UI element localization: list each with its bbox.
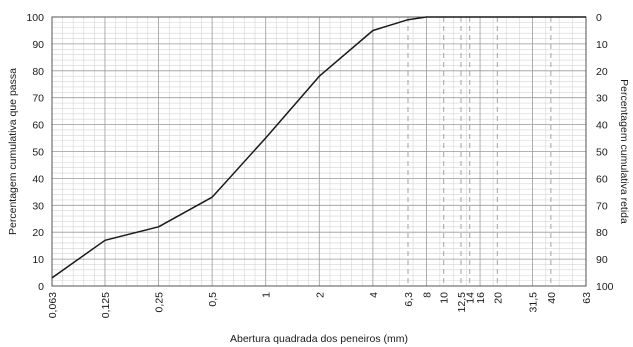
right-y-tick-label: 20 (596, 66, 608, 78)
x-tick-label: 16 (475, 292, 487, 304)
x-tick-label: 0,063 (47, 292, 59, 318)
right-y-tick-label: 40 (596, 120, 608, 132)
right-y-tick-label: 50 (596, 147, 608, 159)
left-y-tick-label: 50 (32, 147, 44, 159)
left-y-tick-label: 100 (26, 12, 44, 24)
left-y-tick-label: 20 (32, 227, 44, 239)
x-tick-label: 1 (261, 292, 273, 298)
x-tick-label: 4 (368, 292, 380, 298)
right-y-tick-label: 80 (596, 227, 608, 239)
x-tick-label: 10 (439, 292, 451, 304)
left-y-tick-label: 40 (32, 173, 44, 185)
left-y-axis-title: Percentagem cumulativa que passa (7, 68, 19, 235)
left-y-tick-label: 90 (32, 39, 44, 51)
right-y-axis-title: Percentagem cumulativa retida (618, 79, 630, 224)
left-y-tick-label: 80 (32, 66, 44, 78)
x-tick-label: 12,5 (456, 292, 468, 313)
left-y-tick-labels: 0 10 20 30 40 50 60 70 80 90 100 (26, 12, 44, 293)
grading-curve-line (51, 16, 586, 279)
x-tick-label: 8 (421, 292, 433, 298)
right-y-tick-label: 60 (596, 173, 608, 185)
right-y-tick-label: 30 (596, 93, 608, 105)
series-layer (51, 16, 586, 279)
right-y-tick-label: 70 (596, 200, 608, 212)
x-tick-label: 0,25 (154, 292, 166, 313)
right-y-tick-label: 10 (596, 39, 608, 51)
x-tick-label: 20 (492, 292, 504, 304)
right-y-tick-label: 90 (596, 254, 608, 266)
left-y-tick-label: 10 (32, 254, 44, 266)
x-tick-label: 0,5 (207, 292, 219, 307)
x-tick-label: 2 (314, 292, 326, 298)
right-y-tick-label: 0 (596, 12, 602, 24)
x-tick-label: 6,3 (403, 292, 415, 307)
x-tick-label: 63 (581, 292, 593, 304)
major-grid (52, 17, 586, 286)
x-tick-label: 0,125 (100, 292, 112, 318)
x-tick-label: 40 (546, 292, 558, 304)
x-axis-title: Abertura quadrada dos peneiros (mm) (230, 333, 408, 345)
right-y-tick-label: 100 (596, 281, 614, 293)
left-y-tick-label: 30 (32, 200, 44, 212)
x-tick-label: 31,5 (527, 292, 539, 313)
left-y-tick-label: 60 (32, 120, 44, 132)
left-y-tick-label: 70 (32, 93, 44, 105)
left-y-tick-label: 0 (38, 281, 44, 293)
plot-area-frame (51, 16, 587, 287)
x-tick-label: 14 (465, 292, 477, 304)
